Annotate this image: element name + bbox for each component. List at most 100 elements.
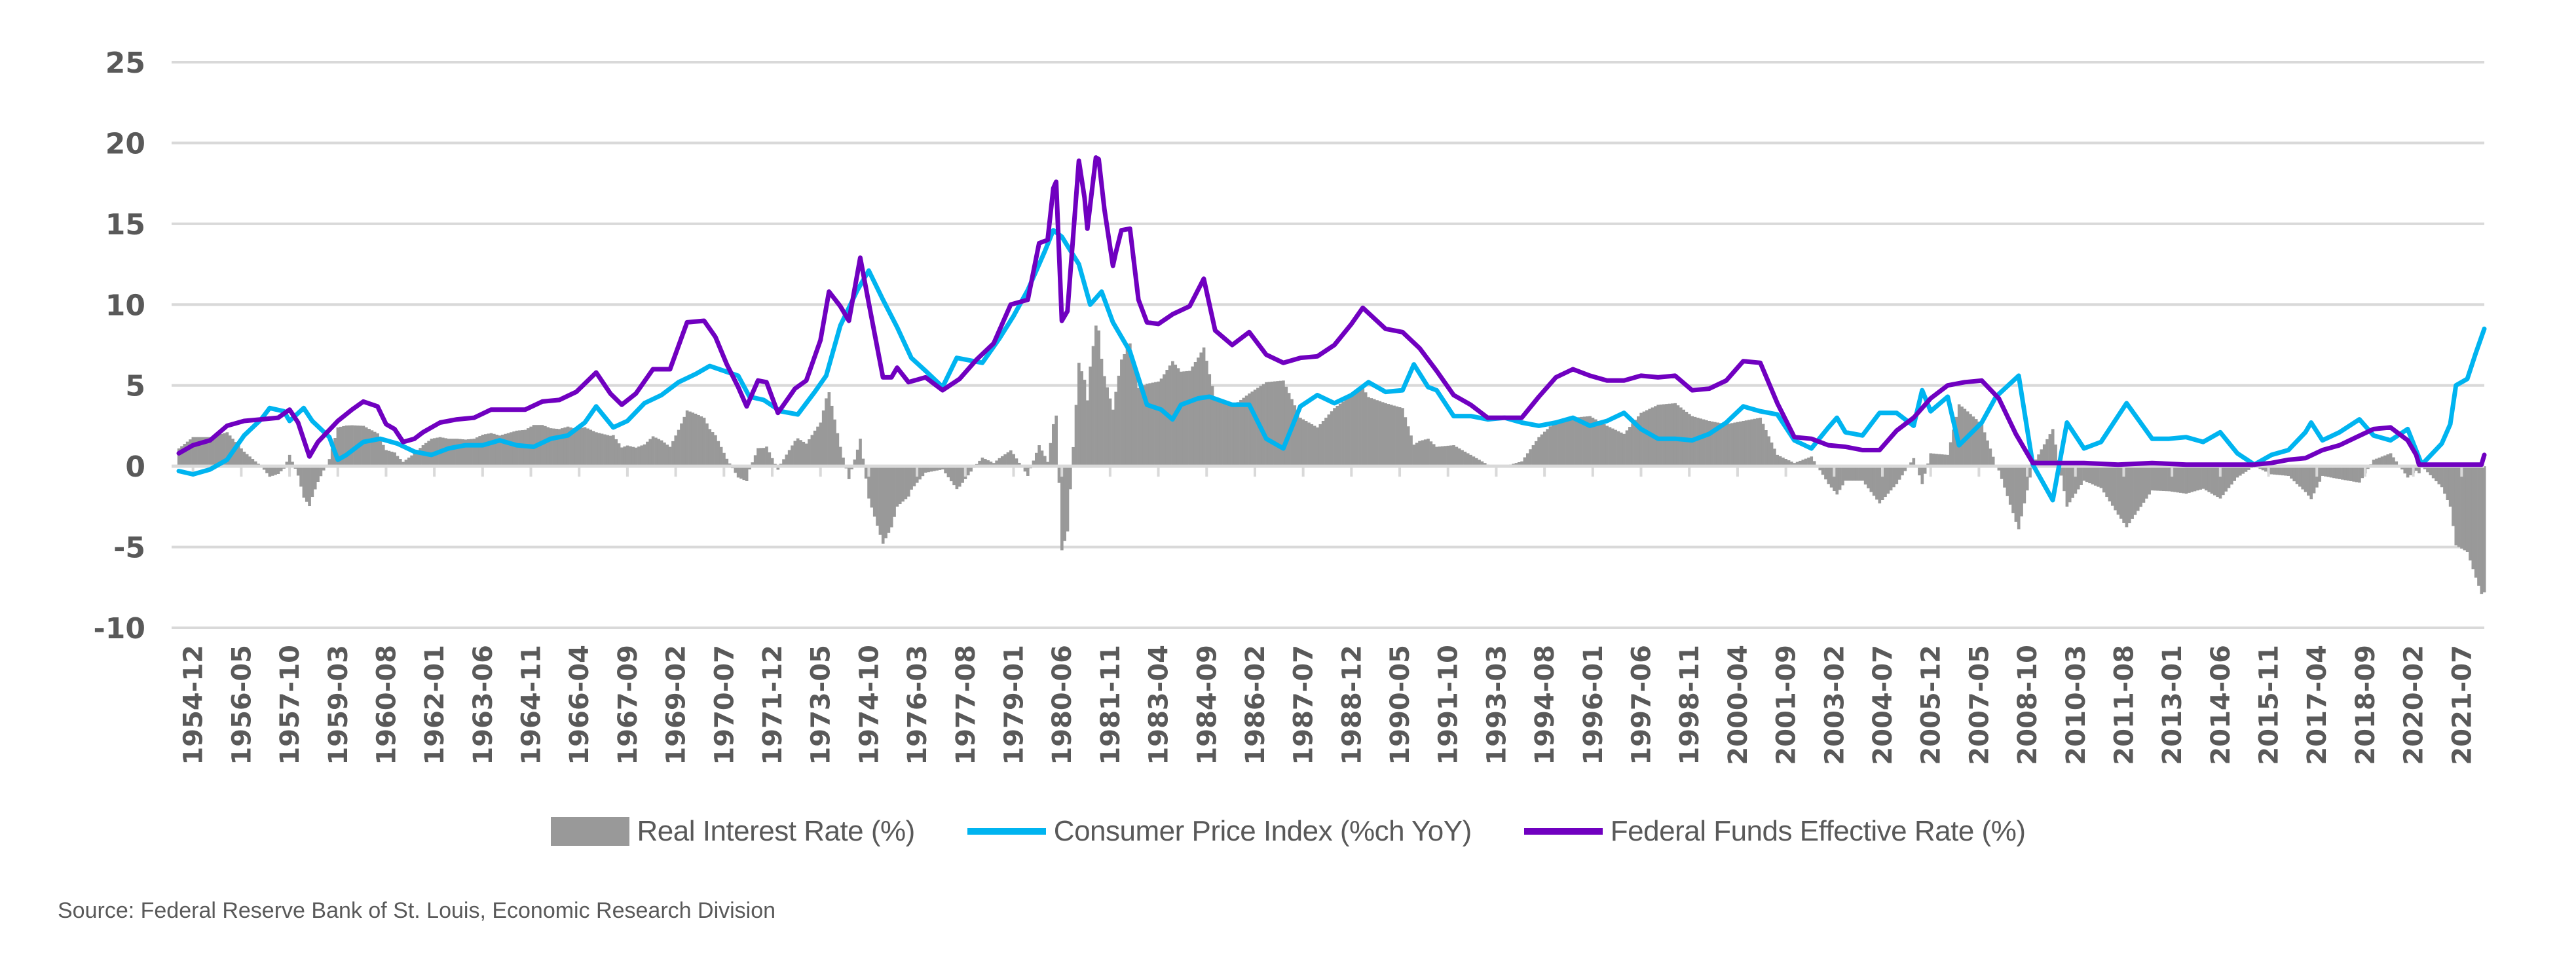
real-rate-bar — [1582, 416, 1586, 467]
real-rate-bar — [688, 411, 692, 467]
real-rate-bar — [1327, 414, 1331, 467]
real-rate-bar — [1012, 454, 1015, 467]
real-rate-bar — [1807, 457, 1810, 467]
real-rate-bar — [651, 436, 655, 467]
y-tick-label: 10 — [105, 289, 145, 322]
x-tick-label: 1983-04 — [1144, 645, 1174, 765]
real-rate-bar — [2099, 466, 2103, 488]
real-rate-bar — [1154, 382, 1157, 467]
real-rate-bar — [413, 453, 417, 467]
real-rate-bar — [1773, 448, 1776, 467]
real-rate-bar — [265, 466, 269, 473]
real-rate-bar — [949, 466, 953, 482]
x-tick-label: 1963-06 — [468, 645, 498, 765]
x-tick-label: 1967-09 — [613, 645, 643, 765]
real-rate-bar — [762, 448, 766, 467]
real-rate-bar — [1540, 434, 1544, 467]
legend-item-cpi[interactable]: Consumer Price Index (%ch YoY) — [967, 815, 1472, 848]
real-rate-bar — [1548, 426, 1552, 467]
real-rate-bar — [1705, 420, 1708, 467]
real-rate-bar — [1571, 418, 1575, 467]
real-rate-bar — [1480, 461, 1484, 467]
real-rate-bar — [2269, 466, 2273, 475]
x-tick-label: 2018-09 — [2351, 645, 2381, 765]
legend-item-fed-funds[interactable]: Federal Funds Effective Rate (%) — [1523, 815, 2026, 848]
real-rate-bar — [608, 435, 612, 467]
real-rate-bar — [1284, 386, 1288, 467]
real-rate-bar — [484, 434, 487, 467]
x-tick-label: 1959-03 — [324, 645, 354, 765]
legend-label-fed-funds: Federal Funds Effective Rate (%) — [1610, 815, 2026, 847]
real-rate-bar — [1943, 454, 1947, 467]
real-rate-bar — [1052, 424, 1055, 467]
real-rate-bar — [1023, 466, 1027, 472]
real-rate-bar — [2085, 466, 2089, 482]
real-rate-bar — [2173, 466, 2176, 492]
real-rate-bar — [419, 448, 422, 467]
real-rate-bar — [1673, 403, 1677, 467]
real-rate-bar — [912, 466, 916, 486]
real-rate-bar — [833, 419, 836, 467]
real-rate-bar — [546, 427, 550, 467]
real-rate-bar — [540, 425, 544, 467]
real-rate-bar — [980, 457, 984, 467]
real-rate-bar — [1392, 405, 1396, 467]
legend-item-real-interest-rate[interactable]: Real Interest Rate (%) — [550, 815, 915, 848]
real-rate-bar — [1233, 404, 1237, 467]
real-rate-bar — [2372, 460, 2376, 467]
real-rate-bar — [1466, 453, 1470, 467]
real-rate-bar — [2403, 466, 2407, 474]
real-rate-bar — [1435, 446, 1438, 467]
real-rate-bar — [711, 432, 715, 467]
real-rate-bar — [470, 439, 473, 467]
real-rate-bar — [2417, 466, 2421, 474]
real-rate-bar — [1370, 398, 1373, 467]
real-rate-bar — [2409, 466, 2412, 475]
real-rate-bar — [1713, 422, 1717, 467]
real-rate-bar — [1072, 446, 1075, 467]
real-rate-bar — [586, 428, 589, 467]
real-rate-bar — [183, 444, 187, 467]
real-rate-bar — [2465, 466, 2469, 552]
real-rate-bar — [1225, 403, 1229, 467]
real-rate-bar — [1060, 466, 1064, 551]
real-rate-bar — [1957, 404, 1961, 467]
real-rate-bar — [1546, 429, 1549, 467]
real-rate-bar — [1909, 462, 1913, 467]
real-rate-bar — [2474, 466, 2478, 578]
real-rate-bar — [2275, 466, 2279, 475]
real-rate-bar — [1742, 421, 1745, 467]
real-rate-bar — [765, 446, 768, 467]
real-rate-bar — [714, 435, 717, 467]
real-rate-bar — [578, 428, 581, 467]
real-rate-bar — [1313, 426, 1316, 467]
real-rate-bar — [1727, 424, 1731, 467]
real-rate-bar — [1171, 361, 1174, 467]
real-rate-bar — [1146, 384, 1149, 467]
real-rate-bar — [1608, 427, 1612, 467]
real-rate-bar — [725, 458, 729, 467]
real-rate-bar — [791, 445, 794, 467]
real-rate-bar — [572, 428, 576, 467]
real-rate-bar — [2170, 466, 2174, 492]
real-rate-bar — [1446, 445, 1450, 467]
real-rate-bar — [1525, 453, 1529, 467]
real-rate-bar — [736, 466, 740, 478]
real-rate-bar — [2469, 466, 2472, 561]
real-rate-bar — [234, 442, 238, 467]
real-rate-bar — [2023, 466, 2026, 503]
real-rate-bar — [816, 426, 819, 467]
real-rate-bar — [1440, 446, 1444, 467]
real-rate-bar — [2091, 466, 2095, 484]
gridlines — [172, 61, 2484, 629]
real-rate-bar — [387, 450, 391, 467]
y-tick-label: 0 — [125, 450, 145, 484]
real-rate-bar — [1398, 407, 1402, 467]
real-rate-bar — [2335, 466, 2339, 479]
real-rate-bar — [248, 456, 252, 467]
real-rate-bar — [597, 433, 601, 467]
real-rate-bar — [1457, 448, 1461, 467]
real-rate-bar — [557, 429, 561, 467]
real-rate-bar — [1997, 466, 2001, 471]
real-rate-bar — [345, 425, 348, 467]
